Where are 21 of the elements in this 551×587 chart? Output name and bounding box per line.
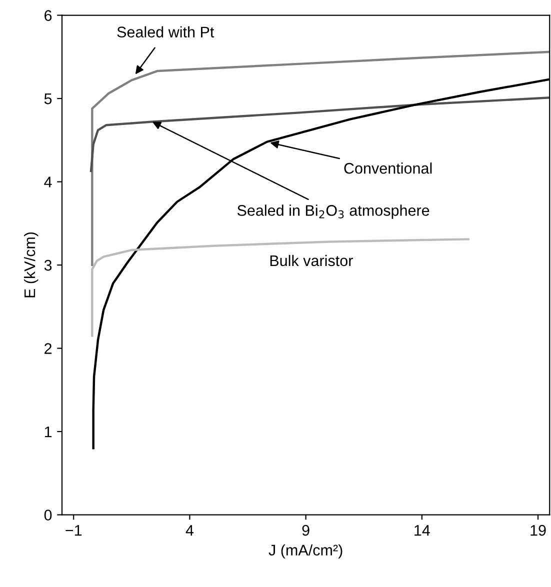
x-tick-label: 4: [186, 525, 194, 536]
annotation: Sealed in Bi$_{2}$O$_{3}$ atmosphere: [237, 204, 430, 219]
annotation: Sealed with Pt: [117, 26, 214, 38]
x-tick-label: 14: [414, 525, 430, 536]
x-axis-title: J (mA/cm²): [268, 544, 342, 559]
line-series: [90, 96, 550, 172]
x-tick-label: 9: [302, 524, 310, 536]
line-series: [91, 50, 550, 266]
x-tick-label: −1: [66, 525, 82, 536]
line-series: [91, 238, 470, 337]
y-tick-label: 4: [44, 176, 52, 188]
annotation: Conventional: [344, 162, 432, 174]
y-tick-label: 6: [44, 10, 52, 21]
y-tick-label: 1: [44, 426, 52, 438]
y-axis-title: E (kV/cm): [24, 232, 38, 298]
y-tick-label: 0: [44, 510, 52, 520]
y-tick-label: 2: [44, 343, 52, 354]
x-tick-label: 19: [530, 524, 546, 536]
y-tick-label: 3: [44, 260, 52, 271]
y-tick-label: 5: [44, 94, 52, 104]
annotation: Bulk varistor: [270, 254, 353, 266]
